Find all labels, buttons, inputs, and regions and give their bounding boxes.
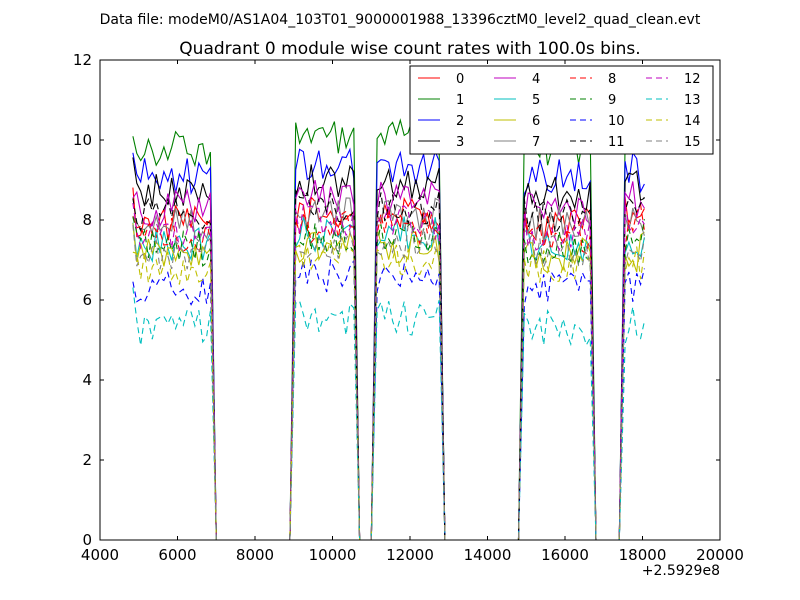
y-tick-label: 6 [82,291,92,309]
series-line-2 [132,147,645,541]
legend-label-12: 12 [684,72,701,87]
series-line-15 [132,224,645,541]
series-line-3 [132,157,645,541]
legend-label-1: 1 [456,93,464,108]
legend-label-4: 4 [532,72,540,87]
legend-label-5: 5 [532,93,540,108]
series-line-14 [132,240,645,541]
series-line-13 [132,287,645,541]
legend-label-7: 7 [532,135,540,150]
chart-title: Quadrant 0 module wise count rates with … [179,39,640,59]
legend-label-14: 14 [684,114,701,129]
series-line-5 [132,216,645,541]
x-offset-label: +2.5929e8 [642,563,720,579]
x-tick-label: 4000 [81,546,119,564]
series-layer [132,118,645,541]
legend-label-15: 15 [684,135,701,150]
x-tick-label: 18000 [619,546,667,564]
x-tick-label: 16000 [541,546,589,564]
legend-label-9: 9 [608,93,616,108]
legend-label-11: 11 [608,135,625,150]
series-line-10 [132,258,645,541]
y-tick-label: 0 [82,531,92,549]
y-tick-label: 10 [73,131,92,149]
x-tick-label: 10000 [309,546,357,564]
legend-label-6: 6 [532,114,540,129]
x-tick-label: 20000 [696,546,744,564]
series-line-9 [132,216,645,541]
series-line-11 [132,188,645,541]
legend-label-8: 8 [608,72,616,87]
x-tick-label: 8000 [236,546,274,564]
y-tick-label: 12 [73,51,92,69]
series-line-1 [132,118,645,541]
series-line-8 [132,203,645,541]
x-tick-label: 12000 [386,546,434,564]
axes-layer: 4000 6000 8000 10000 12000 14000 16000 18000 200… [73,51,744,564]
series-line-7 [132,197,645,541]
chart-suptitle: Data file: modeM0/AS1A04_103T01_90000019… [100,12,701,28]
legend-box [409,65,714,155]
legend-label-2: 2 [456,114,464,129]
legend-label-13: 13 [684,93,701,108]
series-line-6 [132,223,645,541]
legend-label-3: 3 [456,135,464,150]
y-tick-label: 2 [82,451,92,469]
series-line-0 [132,187,645,541]
legend-label-10: 10 [608,114,625,129]
y-tick-label: 4 [82,371,92,389]
x-tick-label: 6000 [158,546,196,564]
x-tick-label: 14000 [464,546,512,564]
legend-label-0: 0 [456,72,464,87]
y-tick-label: 8 [82,211,92,229]
